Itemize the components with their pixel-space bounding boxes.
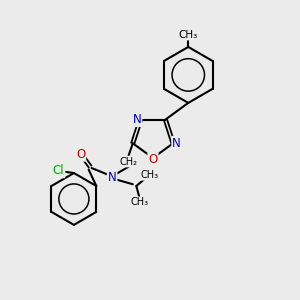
Text: CH₂: CH₂ [119, 157, 137, 166]
Text: N: N [133, 113, 141, 126]
Text: CH₃: CH₃ [179, 30, 198, 40]
Text: Cl: Cl [53, 164, 64, 177]
Text: N: N [172, 137, 181, 150]
Text: O: O [148, 153, 158, 166]
Text: CH₃: CH₃ [130, 197, 148, 207]
Text: CH₃: CH₃ [140, 170, 159, 180]
Text: O: O [76, 148, 85, 161]
Text: N: N [108, 171, 116, 184]
